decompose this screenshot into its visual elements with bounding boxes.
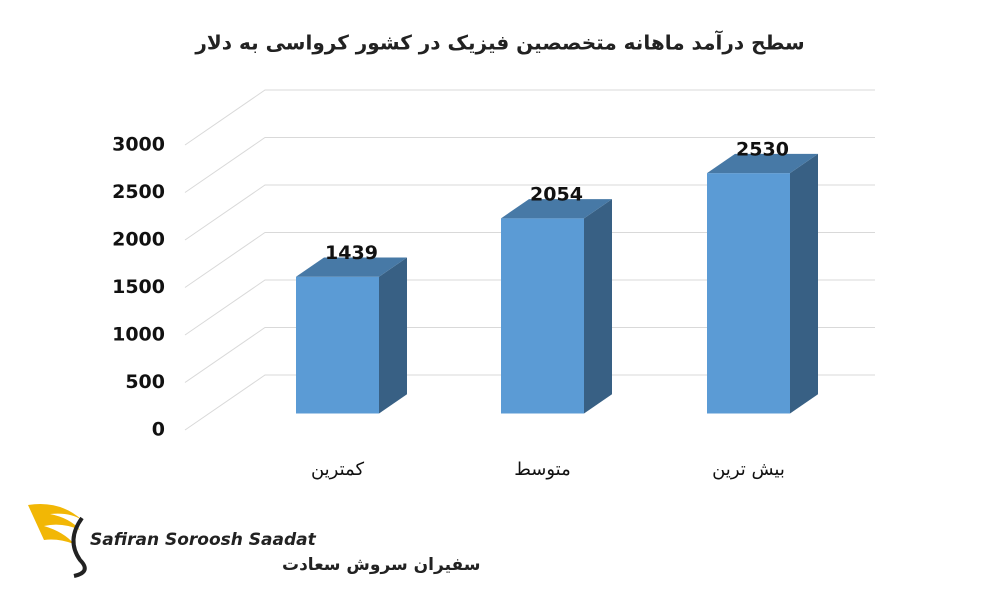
grid-line bbox=[184, 374, 875, 431]
bar bbox=[501, 199, 612, 414]
y-tick-label: 0 bbox=[152, 419, 165, 441]
grid-line bbox=[184, 279, 875, 336]
bar-side bbox=[379, 257, 407, 414]
y-tick-label: 2000 bbox=[112, 229, 165, 251]
logo-swirl bbox=[71, 516, 87, 578]
grid-line bbox=[184, 327, 875, 383]
chart-title: سطح درآمد ماهانه متخصصین فیزیک در کشور ک… bbox=[194, 30, 804, 55]
y-tick-label: 3000 bbox=[112, 134, 165, 156]
logo-latin: Safiran Soroosh Saadat bbox=[90, 530, 317, 550]
x-tick-label: کمترین bbox=[311, 459, 364, 480]
grid-line bbox=[184, 232, 875, 288]
y-tick-label: 2500 bbox=[112, 181, 165, 203]
bar bbox=[707, 153, 818, 414]
bar-front bbox=[501, 218, 584, 414]
bar-side bbox=[584, 199, 612, 414]
value-label: 1439 bbox=[325, 242, 378, 264]
x-tick-label: متوسط bbox=[514, 459, 571, 480]
y-tick-label: 1000 bbox=[112, 324, 165, 346]
logo-persian: سفیران سروش سعادت bbox=[282, 555, 480, 575]
bar-front bbox=[296, 276, 379, 414]
bar bbox=[296, 257, 407, 414]
x-tick-label: بیش ترین bbox=[712, 459, 785, 480]
bar-top bbox=[707, 153, 818, 174]
bar-side bbox=[790, 153, 818, 414]
y-tick-label: 500 bbox=[125, 371, 165, 393]
grid-line bbox=[184, 137, 875, 193]
value-label: 2054 bbox=[530, 184, 583, 206]
value-label: 2530 bbox=[736, 138, 789, 160]
grid-line bbox=[184, 89, 875, 146]
bar-top bbox=[501, 199, 612, 219]
bar-top bbox=[296, 257, 407, 277]
bar-front bbox=[707, 173, 790, 414]
y-tick-label: 1500 bbox=[112, 276, 165, 298]
logo: Safiran Soroosh Saadat سفیران سروش سعادت bbox=[28, 504, 480, 578]
grid-line bbox=[184, 184, 875, 241]
logo-wing bbox=[28, 504, 82, 544]
